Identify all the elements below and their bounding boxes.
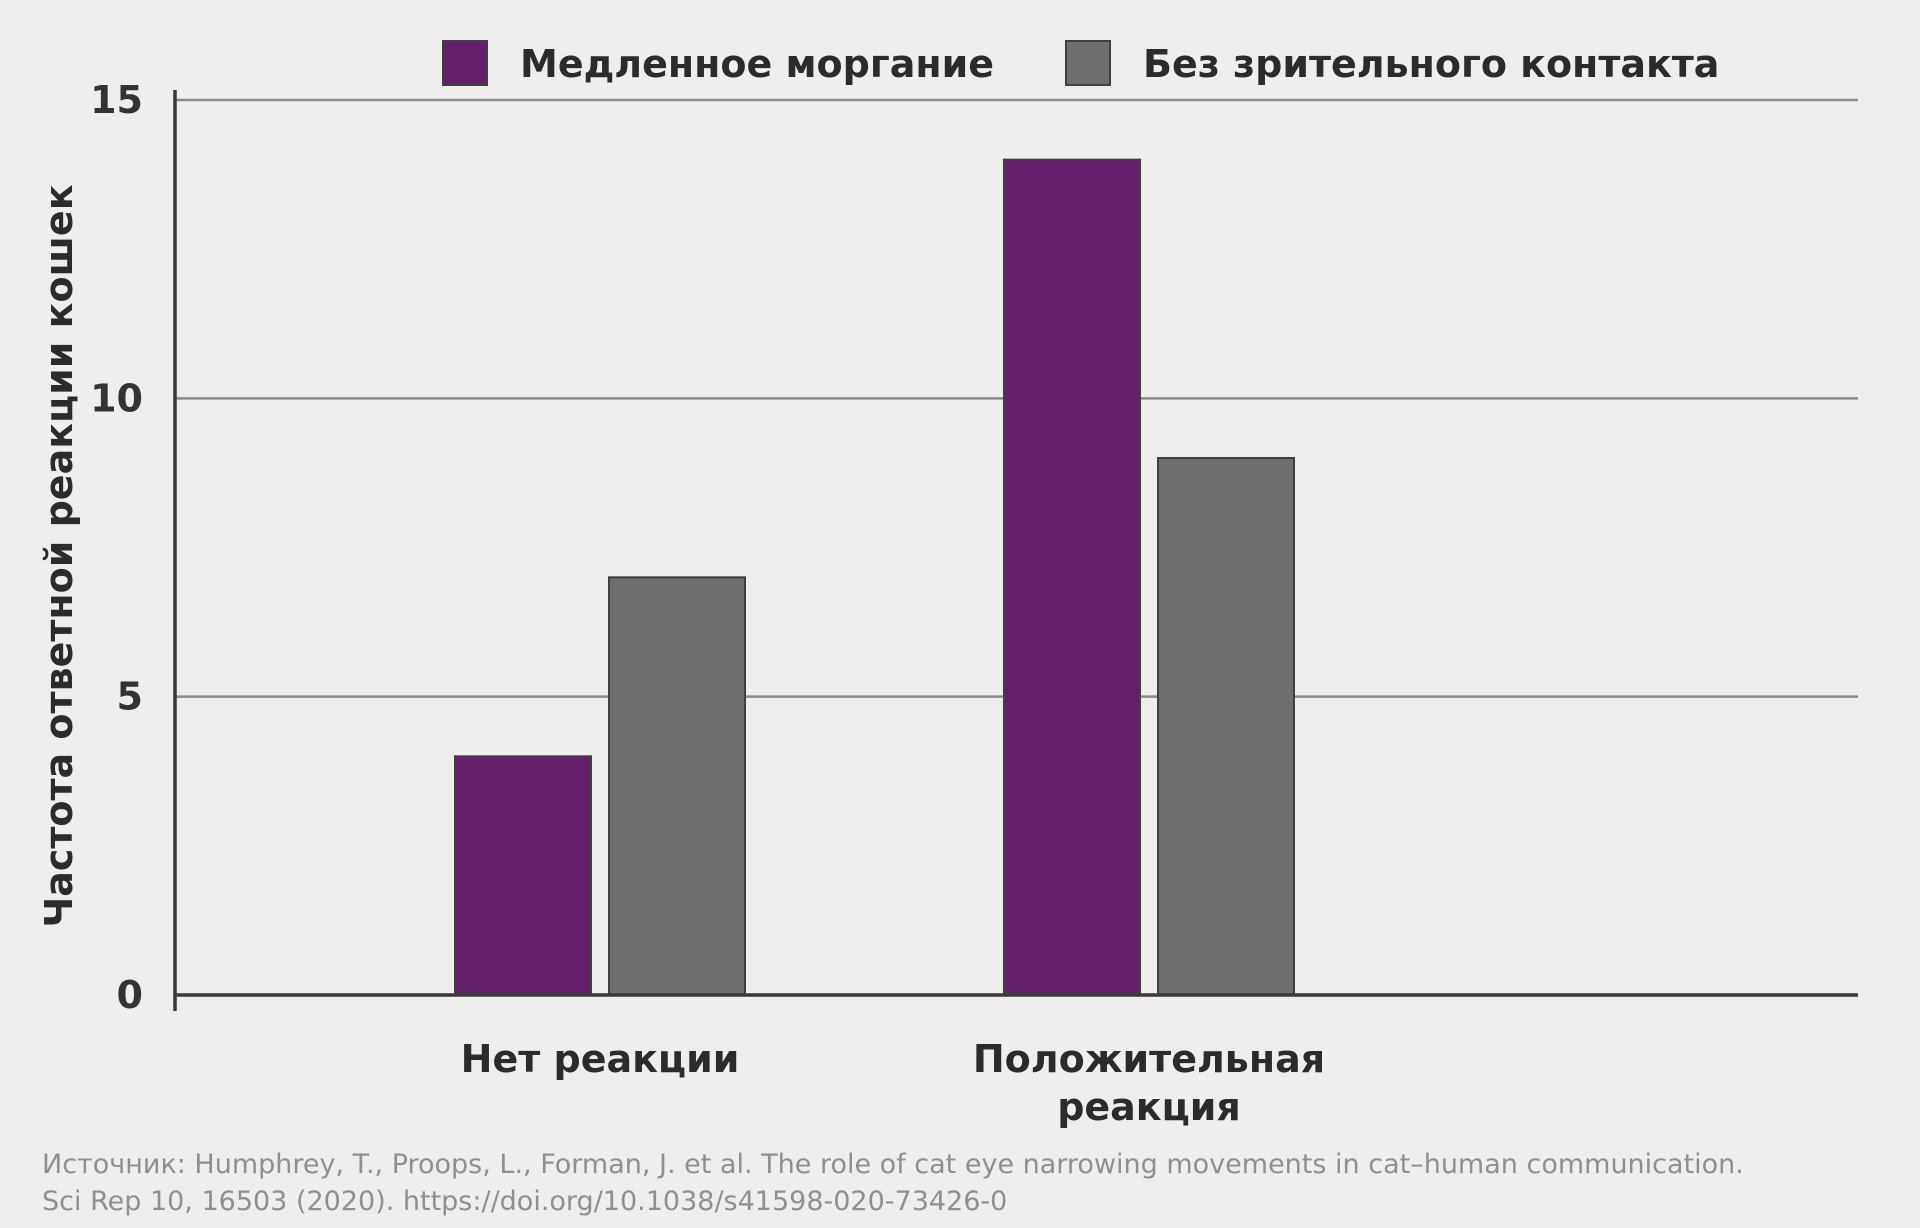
x-category-label-1-0: Положительная — [973, 1037, 1325, 1081]
x-category-label-1-1: реакция — [1057, 1085, 1241, 1129]
bar-series0-cat0 — [454, 755, 592, 996]
legend-swatch-0 — [442, 40, 488, 86]
x-category-label-0-0: Нет реакции — [461, 1037, 740, 1081]
bar-series1-cat0 — [608, 576, 746, 996]
y-tick-label-10: 10 — [90, 376, 143, 420]
legend-label-1: Без зрительного контакта — [1143, 42, 1719, 86]
legend-swatch-1 — [1065, 40, 1111, 86]
y-tick-label-0: 0 — [117, 973, 143, 1017]
legend-label-0: Медленное моргание — [520, 42, 994, 86]
source-line-2: Sci Rep 10, 16503 (2020). https://doi.or… — [42, 1186, 1008, 1217]
bar-series1-cat1 — [1157, 457, 1295, 996]
source-citation: Источник: Humphrey, T., Proops, L., Form… — [42, 1146, 1902, 1220]
y-tick-label-5: 5 — [117, 675, 143, 719]
y-tick-label-15: 15 — [90, 78, 143, 122]
source-line-1: Источник: Humphrey, T., Proops, L., Form… — [42, 1149, 1744, 1180]
bar-series0-cat1 — [1003, 158, 1141, 996]
y-axis-label: Частота ответной реакции кошек — [37, 184, 81, 927]
